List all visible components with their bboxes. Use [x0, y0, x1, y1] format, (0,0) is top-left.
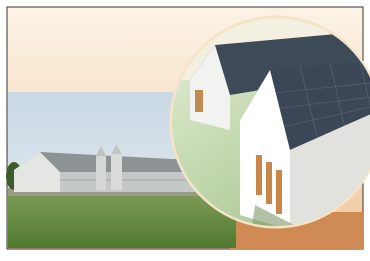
picture — [0, 0, 370, 261]
